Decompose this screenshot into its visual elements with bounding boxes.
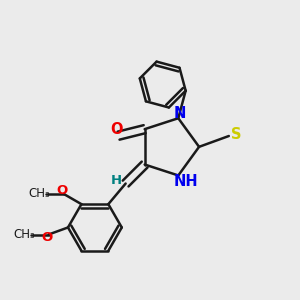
Text: NH: NH [174, 174, 199, 189]
Text: CH₃: CH₃ [14, 228, 35, 241]
Text: O: O [56, 184, 68, 197]
Text: N: N [174, 106, 186, 121]
Text: O: O [111, 122, 123, 137]
Text: O: O [41, 231, 53, 244]
Text: H: H [111, 174, 122, 187]
Text: CH₃: CH₃ [28, 188, 50, 200]
Text: S: S [230, 127, 241, 142]
